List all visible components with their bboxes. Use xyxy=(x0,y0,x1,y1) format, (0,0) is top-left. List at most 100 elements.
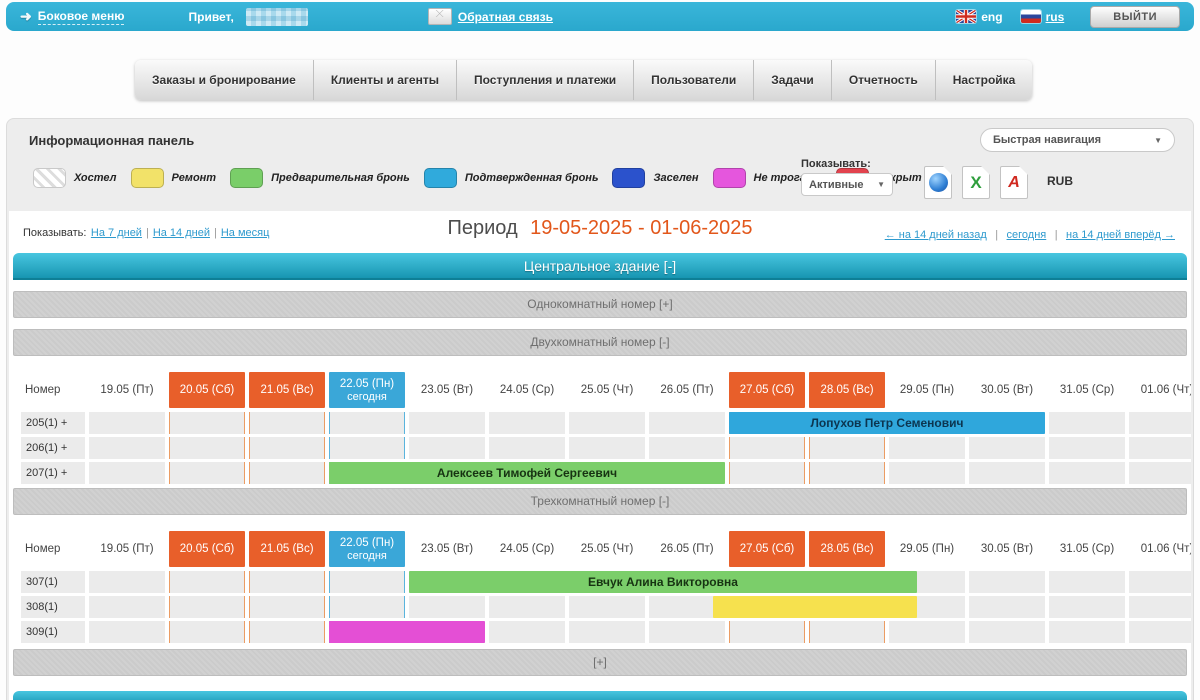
calendar-cell[interactable] xyxy=(1049,412,1125,434)
calendar-cell[interactable] xyxy=(249,596,325,618)
calendar-cell[interactable] xyxy=(889,437,965,459)
feedback-link[interactable]: Обратная связь xyxy=(427,8,553,25)
room-label[interactable]: 309(1) xyxy=(21,621,85,643)
calendar-cell[interactable] xyxy=(249,571,325,593)
calendar-cell[interactable] xyxy=(489,596,565,618)
calendar-cell[interactable] xyxy=(89,621,165,643)
booking-bar[interactable] xyxy=(329,621,485,643)
booking-bar[interactable]: Евчук Алина Викторовна xyxy=(409,571,917,593)
calendar-cell[interactable] xyxy=(809,621,885,643)
section-one-room[interactable]: Однокомнатный номер [+] xyxy=(13,291,1187,318)
calendar-cell[interactable] xyxy=(1129,412,1191,434)
calendar-cell[interactable] xyxy=(1129,621,1191,643)
nav-tab[interactable]: Задачи xyxy=(754,60,832,100)
calendar-cell[interactable] xyxy=(249,437,325,459)
room-label[interactable]: 206(1) + xyxy=(21,437,85,459)
nav-back-link[interactable]: ← на 14 дней назад xyxy=(884,229,987,241)
lang-switch-eng[interactable]: eng xyxy=(956,10,1003,24)
calendar-cell[interactable] xyxy=(1129,437,1191,459)
booking-bar[interactable]: Лопухов Петр Семенович xyxy=(729,412,1045,434)
calendar-cell[interactable] xyxy=(649,412,725,434)
calendar-cell[interactable] xyxy=(169,462,245,484)
calendar-cell[interactable] xyxy=(329,437,405,459)
calendar-cell[interactable] xyxy=(1129,462,1191,484)
calendar-cell[interactable] xyxy=(1049,571,1125,593)
room-label[interactable]: 205(1) + xyxy=(21,412,85,434)
calendar-cell[interactable] xyxy=(969,621,1045,643)
calendar-cell[interactable] xyxy=(89,412,165,434)
calendar-cell[interactable] xyxy=(489,412,565,434)
calendar-cell[interactable] xyxy=(1049,596,1125,618)
calendar-cell[interactable] xyxy=(409,412,485,434)
booking-bar[interactable]: Алексеев Тимофей Сергеевич xyxy=(329,462,725,484)
section-more[interactable]: [+] xyxy=(13,649,1187,676)
calendar-cell[interactable] xyxy=(809,437,885,459)
calendar-cell[interactable] xyxy=(969,437,1045,459)
room-label[interactable]: 308(1) xyxy=(21,596,85,618)
nav-tab[interactable]: Заказы и бронирование xyxy=(135,60,314,100)
calendar-cell[interactable] xyxy=(569,437,645,459)
export-web-icon[interactable] xyxy=(924,166,952,199)
room-label[interactable]: 207(1) + xyxy=(21,462,85,484)
calendar-cell[interactable] xyxy=(1129,571,1191,593)
side-menu-toggle[interactable]: ➜ Боковое меню xyxy=(20,8,125,25)
quick-nav-select[interactable]: Быстрая навигация ▼ xyxy=(980,128,1175,152)
calendar-cell[interactable] xyxy=(169,412,245,434)
calendar-cell[interactable] xyxy=(729,621,805,643)
calendar-cell[interactable] xyxy=(409,596,485,618)
calendar-cell[interactable] xyxy=(329,412,405,434)
calendar-cell[interactable] xyxy=(169,596,245,618)
calendar-cell[interactable] xyxy=(89,571,165,593)
calendar-cell[interactable] xyxy=(249,462,325,484)
nav-forward-link[interactable]: на 14 дней вперёд → xyxy=(1066,229,1175,241)
next-building-header[interactable] xyxy=(13,691,1187,700)
logout-button[interactable]: выйти xyxy=(1090,5,1180,28)
show-filter-select[interactable]: Активные ▼ xyxy=(801,173,893,196)
calendar-cell[interactable] xyxy=(1049,437,1125,459)
nav-today-link[interactable]: сегодня xyxy=(1006,229,1047,241)
calendar-cell[interactable] xyxy=(649,437,725,459)
calendar-cell[interactable] xyxy=(89,437,165,459)
export-excel-icon[interactable]: X xyxy=(962,166,990,199)
calendar-cell[interactable] xyxy=(649,596,725,618)
calendar-cell[interactable] xyxy=(329,571,405,593)
section-two-room[interactable]: Двухкомнатный номер [-] xyxy=(13,329,1187,356)
calendar-cell[interactable] xyxy=(169,621,245,643)
calendar-cell[interactable] xyxy=(649,621,725,643)
calendar-cell[interactable] xyxy=(729,437,805,459)
calendar-cell[interactable] xyxy=(89,462,165,484)
calendar-cell[interactable] xyxy=(489,437,565,459)
nav-tab[interactable]: Клиенты и агенты xyxy=(313,60,457,100)
calendar-cell[interactable] xyxy=(569,621,645,643)
calendar-cell[interactable] xyxy=(889,621,965,643)
calendar-cell[interactable] xyxy=(169,437,245,459)
calendar-cell[interactable] xyxy=(569,596,645,618)
calendar-cell[interactable] xyxy=(249,412,325,434)
booking-bar[interactable] xyxy=(713,596,917,618)
calendar-cell[interactable] xyxy=(969,462,1045,484)
lang-switch-rus[interactable]: rus xyxy=(1020,10,1064,24)
calendar-cell[interactable] xyxy=(1049,462,1125,484)
calendar-cell[interactable] xyxy=(1129,596,1191,618)
building-header[interactable]: Центральное здание [-] xyxy=(13,253,1187,280)
export-pdf-icon[interactable]: A xyxy=(1000,166,1028,199)
range-link[interactable]: На месяц xyxy=(220,227,270,239)
calendar-cell[interactable] xyxy=(969,596,1045,618)
range-link[interactable]: На 7 дней xyxy=(90,227,142,239)
calendar-cell[interactable] xyxy=(969,571,1045,593)
calendar-cell[interactable] xyxy=(409,437,485,459)
calendar-cell[interactable] xyxy=(249,621,325,643)
calendar-cell[interactable] xyxy=(569,412,645,434)
calendar-cell[interactable] xyxy=(809,462,885,484)
nav-tab[interactable]: Поступления и платежи xyxy=(456,60,635,100)
section-three-room[interactable]: Трехкомнатный номер [-] xyxy=(13,488,1187,515)
calendar-cell[interactable] xyxy=(889,462,965,484)
calendar-cell[interactable] xyxy=(489,621,565,643)
nav-tab[interactable]: Отчетность xyxy=(831,60,936,100)
calendar-cell[interactable] xyxy=(89,596,165,618)
nav-tab[interactable]: Пользователи xyxy=(634,60,755,100)
range-link[interactable]: На 14 дней xyxy=(152,227,210,239)
room-label[interactable]: 307(1) xyxy=(21,571,85,593)
calendar-cell[interactable] xyxy=(729,462,805,484)
nav-tab[interactable]: Настройка xyxy=(935,60,1033,100)
